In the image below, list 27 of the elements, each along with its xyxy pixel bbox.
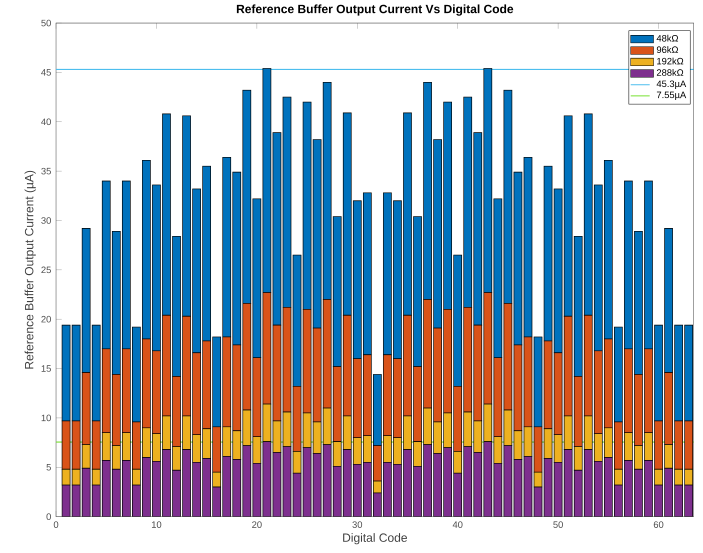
y-tick-label: 15 xyxy=(42,365,51,372)
y-tick-label: 40 xyxy=(41,118,51,126)
y-tick-label: 10 xyxy=(42,414,51,422)
legend-label: 45.3µA xyxy=(656,80,686,90)
x-tick-label: 50 xyxy=(553,522,563,528)
x-tick-label: 10 xyxy=(152,522,162,528)
legend-label: 96kΩ xyxy=(656,46,678,54)
y-tick-label: 5 xyxy=(46,464,51,471)
chart-title: Reference Buffer Output Current Vs Digital Code xyxy=(236,4,514,16)
legend-label: 192kΩ xyxy=(657,58,684,65)
y-tick-label: 35 xyxy=(41,168,51,175)
legend-label: 48kΩ xyxy=(656,34,678,42)
y-axis-title: Reference Buffer Output Current (µA) xyxy=(24,171,36,369)
legend-label: 7.55µA xyxy=(656,92,686,100)
y-tick-label: 30 xyxy=(41,217,51,224)
y-tick-label: 25 xyxy=(41,266,51,274)
x-tick-label: 0 xyxy=(54,522,58,528)
y-tick-label: 50 xyxy=(41,20,51,27)
x-tick-label: 60 xyxy=(654,522,664,528)
y-tick-label: 45 xyxy=(41,69,51,76)
x-tick-label: 30 xyxy=(352,522,362,528)
y-tick-label: 0 xyxy=(46,514,51,520)
y-tick-label: 20 xyxy=(41,316,51,323)
x-tick-label: 40 xyxy=(452,522,463,528)
x-tick-label: 20 xyxy=(252,522,262,528)
x-axis-title: Digital Code xyxy=(343,533,407,544)
legend-label: 288kΩ xyxy=(656,69,684,76)
